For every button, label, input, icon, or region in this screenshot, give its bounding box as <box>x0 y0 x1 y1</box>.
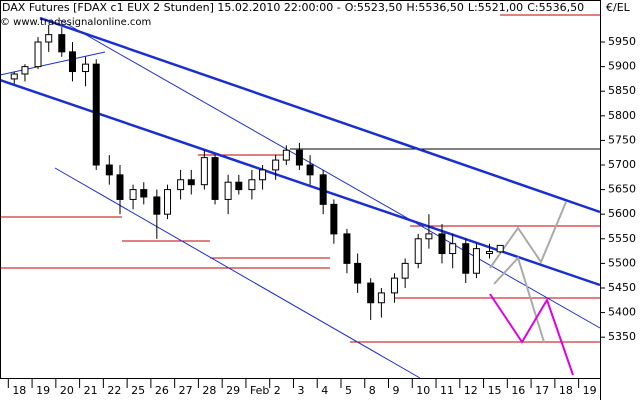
header-instrument: DAX Futures [FDAX c1 EUX 2 Stunden] 15.0… <box>2 1 341 14</box>
candle-body <box>272 159 280 171</box>
header-high: H:5536,50 <box>406 1 463 14</box>
y-tick-label: 5450 <box>608 281 636 294</box>
candle-body <box>401 262 409 279</box>
candle-body <box>235 181 243 191</box>
x-tick-label: 28 <box>202 384 216 397</box>
y-tick-label: 5600 <box>608 207 636 220</box>
x-tick-label: 25 <box>131 384 145 397</box>
candle-body <box>82 63 90 73</box>
candle-body <box>259 169 267 181</box>
candle-body <box>92 63 100 166</box>
x-tick-label: 11 <box>440 384 454 397</box>
candle-body <box>295 149 303 166</box>
x-tick-label: 9 <box>393 384 400 397</box>
y-tick-label: 5750 <box>608 133 636 146</box>
candle-body <box>58 34 66 53</box>
candle-body <box>21 66 29 75</box>
y-tick-label: 5650 <box>608 183 636 196</box>
x-tick-label: 2 <box>274 384 281 397</box>
header-open: O:5523,50 <box>345 1 403 14</box>
y-axis-label: €/EL <box>606 1 631 14</box>
x-tick-label: 18 <box>12 384 26 397</box>
candle-body <box>282 149 290 161</box>
x-tick-label: 12 <box>464 384 478 397</box>
candle-body <box>129 189 137 200</box>
candle-body <box>187 179 195 186</box>
copyright: © www.tradesignalonline.com <box>0 17 151 28</box>
x-tick-label: 20 <box>60 384 74 397</box>
x-tick-label: 19 <box>583 384 597 397</box>
x-tick-label: 21 <box>84 384 98 397</box>
x-tick-label: 26 <box>155 384 169 397</box>
x-tick-label: 18 <box>559 384 573 397</box>
y-tick-label: 5850 <box>608 84 636 97</box>
x-tick-label: 8 <box>369 384 376 397</box>
candle-body <box>390 277 398 294</box>
x-tick-label: 5 <box>345 384 352 397</box>
candle-body <box>224 181 232 200</box>
candle-body <box>425 233 433 240</box>
candle-body <box>343 233 351 264</box>
candle-body <box>10 73 18 80</box>
x-tick-label: 16 <box>511 384 525 397</box>
x-tick-label: Feb <box>250 384 269 397</box>
candle-body <box>330 203 338 235</box>
x-tick-label: 10 <box>416 384 430 397</box>
candle-body <box>414 238 422 264</box>
header-low: L:5521,00 <box>468 1 523 14</box>
candle-body <box>496 244 504 253</box>
x-tick-label: 15 <box>488 384 502 397</box>
candle-body <box>438 233 446 255</box>
x-tick-label: 22 <box>107 384 121 397</box>
candle-body <box>462 243 470 274</box>
candle-body <box>45 34 53 43</box>
header-close: C:5536,50 <box>527 1 584 14</box>
candle-body <box>248 179 256 191</box>
candle-body <box>354 262 362 284</box>
candle-body <box>319 174 327 205</box>
y-tick-label: 5500 <box>608 256 636 269</box>
candle-body <box>472 248 480 274</box>
candle-body <box>68 51 76 73</box>
candle-body <box>377 292 385 304</box>
candle-body <box>211 157 219 200</box>
y-tick-label: 5400 <box>608 306 636 319</box>
candle-body <box>367 282 375 304</box>
candle-body <box>105 164 113 176</box>
candle-body <box>449 243 457 255</box>
y-tick-label: 5950 <box>608 35 636 48</box>
x-tick-label: 17 <box>535 384 549 397</box>
y-tick-label: 5550 <box>608 232 636 245</box>
candle-body <box>153 196 161 215</box>
x-tick-label: 19 <box>36 384 50 397</box>
candle-body <box>140 189 148 198</box>
y-tick-label: 5900 <box>608 60 636 73</box>
candle-body <box>116 174 124 200</box>
candle-body <box>200 157 208 186</box>
candle-body <box>486 251 494 255</box>
y-tick-label: 5700 <box>608 158 636 171</box>
y-tick-label: 5350 <box>608 330 636 343</box>
candle-body <box>34 41 42 68</box>
y-tick-label: 5800 <box>608 109 636 122</box>
candle-body <box>164 189 172 215</box>
candle-body <box>306 164 314 176</box>
x-tick-label: 27 <box>179 384 193 397</box>
x-tick-label: 3 <box>297 384 304 397</box>
x-tick-label: 29 <box>226 384 240 397</box>
candle-body <box>177 179 185 191</box>
x-tick-label: 4 <box>321 384 328 397</box>
